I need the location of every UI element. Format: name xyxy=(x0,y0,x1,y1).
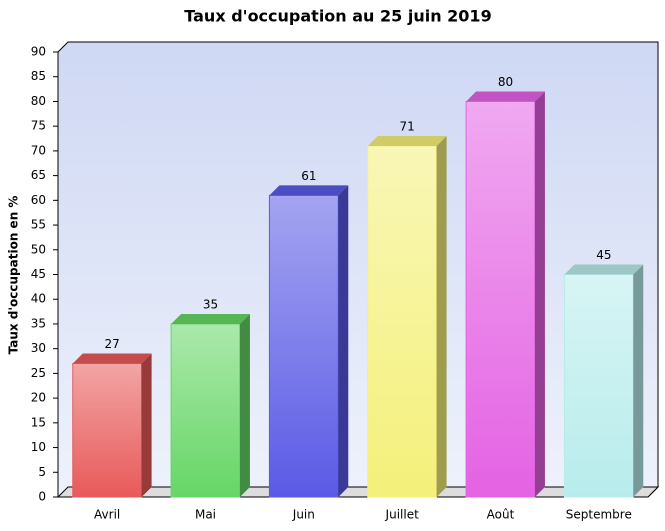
bar-top-shade xyxy=(269,185,349,196)
bar xyxy=(268,194,339,498)
y-tick-label: 90 xyxy=(31,45,46,59)
bar-top-shade xyxy=(171,313,250,324)
bar-side-shade xyxy=(239,313,250,497)
x-tick-label: Mai xyxy=(195,508,216,522)
value-label: 61 xyxy=(301,169,316,183)
y-tick-label: 30 xyxy=(31,341,46,355)
y-tick-label: 75 xyxy=(31,119,46,133)
bar-side xyxy=(141,353,152,497)
y-tick-label: 40 xyxy=(31,292,46,306)
bar-top-shade xyxy=(564,264,644,275)
x-tick-label: Avril xyxy=(94,508,120,522)
bar-top xyxy=(564,264,644,275)
y-tick-label: 60 xyxy=(31,193,46,207)
y-tick-label: 70 xyxy=(31,143,46,157)
y-tick-label: 45 xyxy=(31,267,46,281)
value-label: 45 xyxy=(596,248,611,262)
y-tick-label: 85 xyxy=(31,69,46,83)
bar-side-shade xyxy=(141,353,152,497)
x-tick-label: Juin xyxy=(292,508,315,522)
bar-top xyxy=(171,313,250,324)
y-axis-label: Taux d'occupation en % xyxy=(7,196,21,355)
y-tick-label: 15 xyxy=(31,415,46,429)
y-tick-label: 0 xyxy=(38,490,46,504)
bar-top-shade xyxy=(466,91,545,102)
bar-side-shade xyxy=(633,264,644,497)
y-tick-label: 35 xyxy=(31,316,46,330)
chart-title: Taux d'occupation au 25 juin 2019 xyxy=(184,7,491,26)
bar xyxy=(170,323,241,498)
y-tick-label: 80 xyxy=(31,94,46,108)
bar-side xyxy=(534,91,545,497)
bar-top xyxy=(72,353,152,364)
bar xyxy=(72,363,143,498)
y-tick-label: 10 xyxy=(31,440,46,454)
bar-side-shade xyxy=(338,185,349,497)
bar-top-shade xyxy=(72,353,152,364)
y-tick-label: 50 xyxy=(31,242,46,256)
y-tick-label: 55 xyxy=(31,218,46,232)
value-label: 80 xyxy=(498,75,513,89)
bar-top xyxy=(367,135,447,146)
x-tick-label: Septembre xyxy=(566,508,632,522)
bar-side xyxy=(633,264,644,497)
bar xyxy=(465,100,536,498)
y-tick-label: 20 xyxy=(31,391,46,405)
bar-top-shade xyxy=(367,135,447,146)
value-label: 71 xyxy=(400,119,415,133)
value-label: 27 xyxy=(105,337,120,351)
bar-side-shade xyxy=(534,91,545,497)
x-tick-label: Juillet xyxy=(385,508,420,522)
bar-side xyxy=(436,135,447,497)
x-tick-label: Août xyxy=(487,508,515,522)
bar-top xyxy=(466,91,545,102)
bar xyxy=(563,274,634,498)
bar-top xyxy=(269,185,349,196)
bar-side xyxy=(239,313,250,497)
y-tick-label: 25 xyxy=(31,366,46,380)
y-tick-label: 5 xyxy=(38,465,46,479)
bar-side xyxy=(338,185,349,497)
y-tick-label: 65 xyxy=(31,168,46,182)
value-label: 35 xyxy=(203,297,218,311)
bar xyxy=(367,145,438,498)
bar-side-shade xyxy=(436,135,447,497)
